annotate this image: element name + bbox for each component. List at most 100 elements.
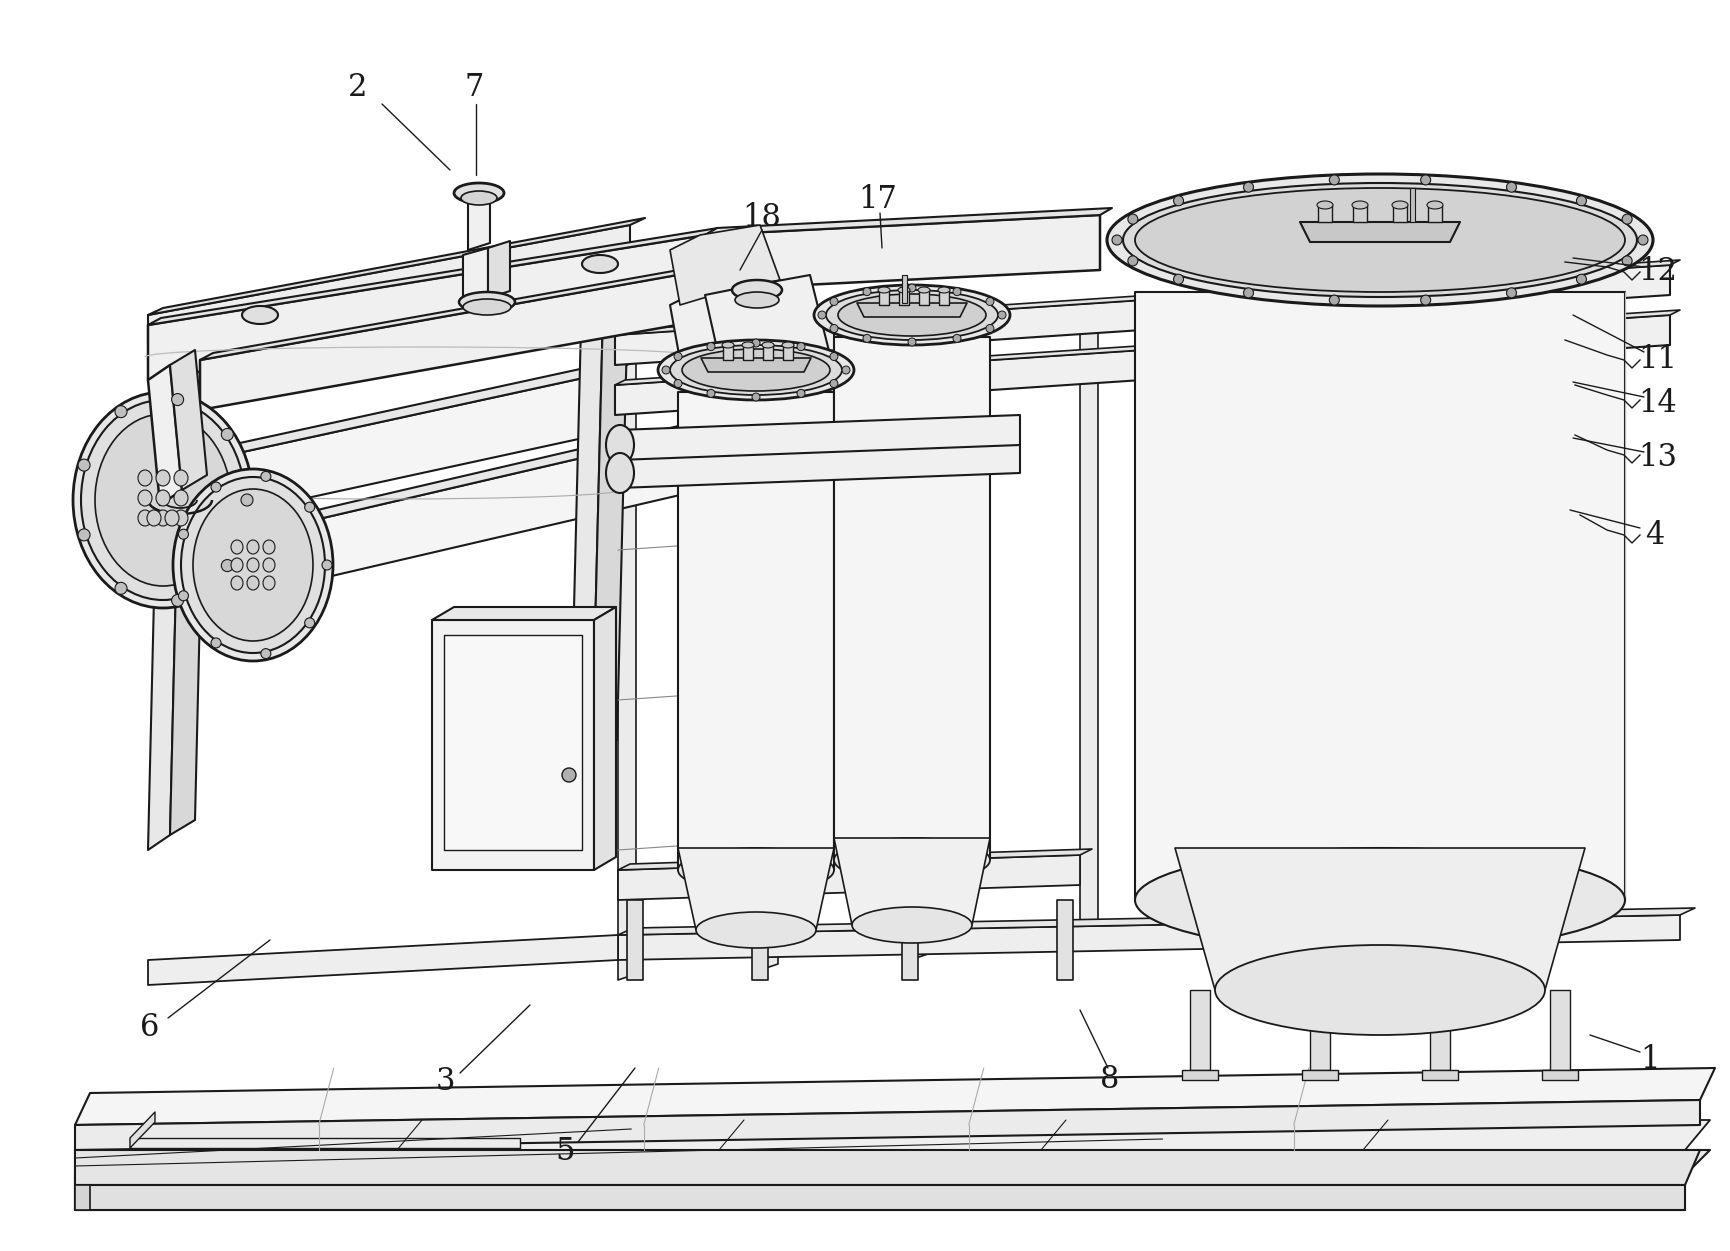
Polygon shape <box>1175 848 1585 990</box>
Ellipse shape <box>156 490 170 505</box>
Ellipse shape <box>938 286 950 293</box>
Text: 11: 11 <box>1638 344 1678 375</box>
Ellipse shape <box>263 558 275 572</box>
Circle shape <box>843 367 849 374</box>
Circle shape <box>1623 256 1631 266</box>
Polygon shape <box>919 290 929 305</box>
Ellipse shape <box>138 470 152 485</box>
Polygon shape <box>678 848 834 929</box>
Circle shape <box>178 590 189 600</box>
Text: 13: 13 <box>1638 443 1678 473</box>
Polygon shape <box>834 337 990 859</box>
Polygon shape <box>1410 188 1415 221</box>
Polygon shape <box>670 280 780 365</box>
Polygon shape <box>614 265 1669 365</box>
Polygon shape <box>1182 1070 1218 1080</box>
Polygon shape <box>1541 1070 1578 1080</box>
Polygon shape <box>614 260 1680 335</box>
Text: 18: 18 <box>742 203 782 234</box>
Text: 7: 7 <box>464 73 484 104</box>
Circle shape <box>953 288 960 295</box>
Polygon shape <box>149 225 630 345</box>
Ellipse shape <box>81 400 246 600</box>
Ellipse shape <box>175 490 189 505</box>
Polygon shape <box>1303 1070 1337 1080</box>
Ellipse shape <box>194 489 313 641</box>
Polygon shape <box>939 290 950 305</box>
Ellipse shape <box>825 290 998 340</box>
Polygon shape <box>149 218 645 315</box>
Circle shape <box>221 428 234 440</box>
Polygon shape <box>488 241 510 298</box>
Ellipse shape <box>851 907 972 943</box>
Polygon shape <box>618 359 637 980</box>
Text: 12: 12 <box>1638 256 1678 288</box>
Polygon shape <box>74 1150 1709 1175</box>
Polygon shape <box>1431 990 1450 1070</box>
Polygon shape <box>753 899 768 980</box>
Text: 3: 3 <box>436 1067 455 1097</box>
Circle shape <box>1128 256 1138 266</box>
Polygon shape <box>445 636 581 849</box>
Ellipse shape <box>1393 201 1408 209</box>
Ellipse shape <box>898 286 910 293</box>
Ellipse shape <box>173 469 332 661</box>
Circle shape <box>211 638 221 648</box>
Text: 17: 17 <box>858 184 898 215</box>
Ellipse shape <box>657 340 855 400</box>
Polygon shape <box>614 310 1680 385</box>
Polygon shape <box>74 1120 100 1175</box>
Ellipse shape <box>458 291 516 311</box>
Circle shape <box>78 529 90 540</box>
Ellipse shape <box>247 575 260 590</box>
Circle shape <box>304 618 315 628</box>
Polygon shape <box>464 248 488 305</box>
Ellipse shape <box>464 299 510 315</box>
Ellipse shape <box>581 255 618 273</box>
Ellipse shape <box>138 510 152 525</box>
Ellipse shape <box>164 510 178 525</box>
Ellipse shape <box>1107 174 1652 306</box>
Circle shape <box>240 494 253 505</box>
Polygon shape <box>1190 990 1209 1070</box>
Ellipse shape <box>1123 183 1637 296</box>
Text: 6: 6 <box>140 1012 159 1043</box>
Polygon shape <box>251 435 680 595</box>
Text: 5: 5 <box>555 1136 574 1167</box>
Circle shape <box>663 367 670 374</box>
Ellipse shape <box>182 477 325 653</box>
Circle shape <box>708 389 714 398</box>
Polygon shape <box>626 899 644 980</box>
Polygon shape <box>763 345 773 360</box>
Ellipse shape <box>247 558 260 572</box>
Polygon shape <box>856 303 967 317</box>
Circle shape <box>1173 274 1183 284</box>
Polygon shape <box>170 315 208 834</box>
Text: 2: 2 <box>348 73 368 104</box>
Polygon shape <box>1299 221 1460 241</box>
Circle shape <box>863 288 870 295</box>
Ellipse shape <box>232 540 242 554</box>
Polygon shape <box>74 1068 1714 1125</box>
Polygon shape <box>1057 899 1073 980</box>
Ellipse shape <box>460 191 497 205</box>
Polygon shape <box>706 215 1100 290</box>
Polygon shape <box>432 620 593 869</box>
Circle shape <box>261 472 272 482</box>
Circle shape <box>753 393 759 402</box>
Circle shape <box>1623 214 1631 224</box>
Polygon shape <box>1422 1070 1458 1080</box>
Polygon shape <box>901 275 907 303</box>
Ellipse shape <box>919 286 931 293</box>
Circle shape <box>753 339 759 347</box>
Polygon shape <box>593 607 616 869</box>
Ellipse shape <box>678 848 834 892</box>
Polygon shape <box>618 854 1080 899</box>
Polygon shape <box>618 908 1695 934</box>
Polygon shape <box>706 208 1112 235</box>
Ellipse shape <box>247 540 260 554</box>
Ellipse shape <box>1353 201 1368 209</box>
Circle shape <box>211 482 221 492</box>
Ellipse shape <box>175 510 189 525</box>
Ellipse shape <box>1135 848 1624 952</box>
